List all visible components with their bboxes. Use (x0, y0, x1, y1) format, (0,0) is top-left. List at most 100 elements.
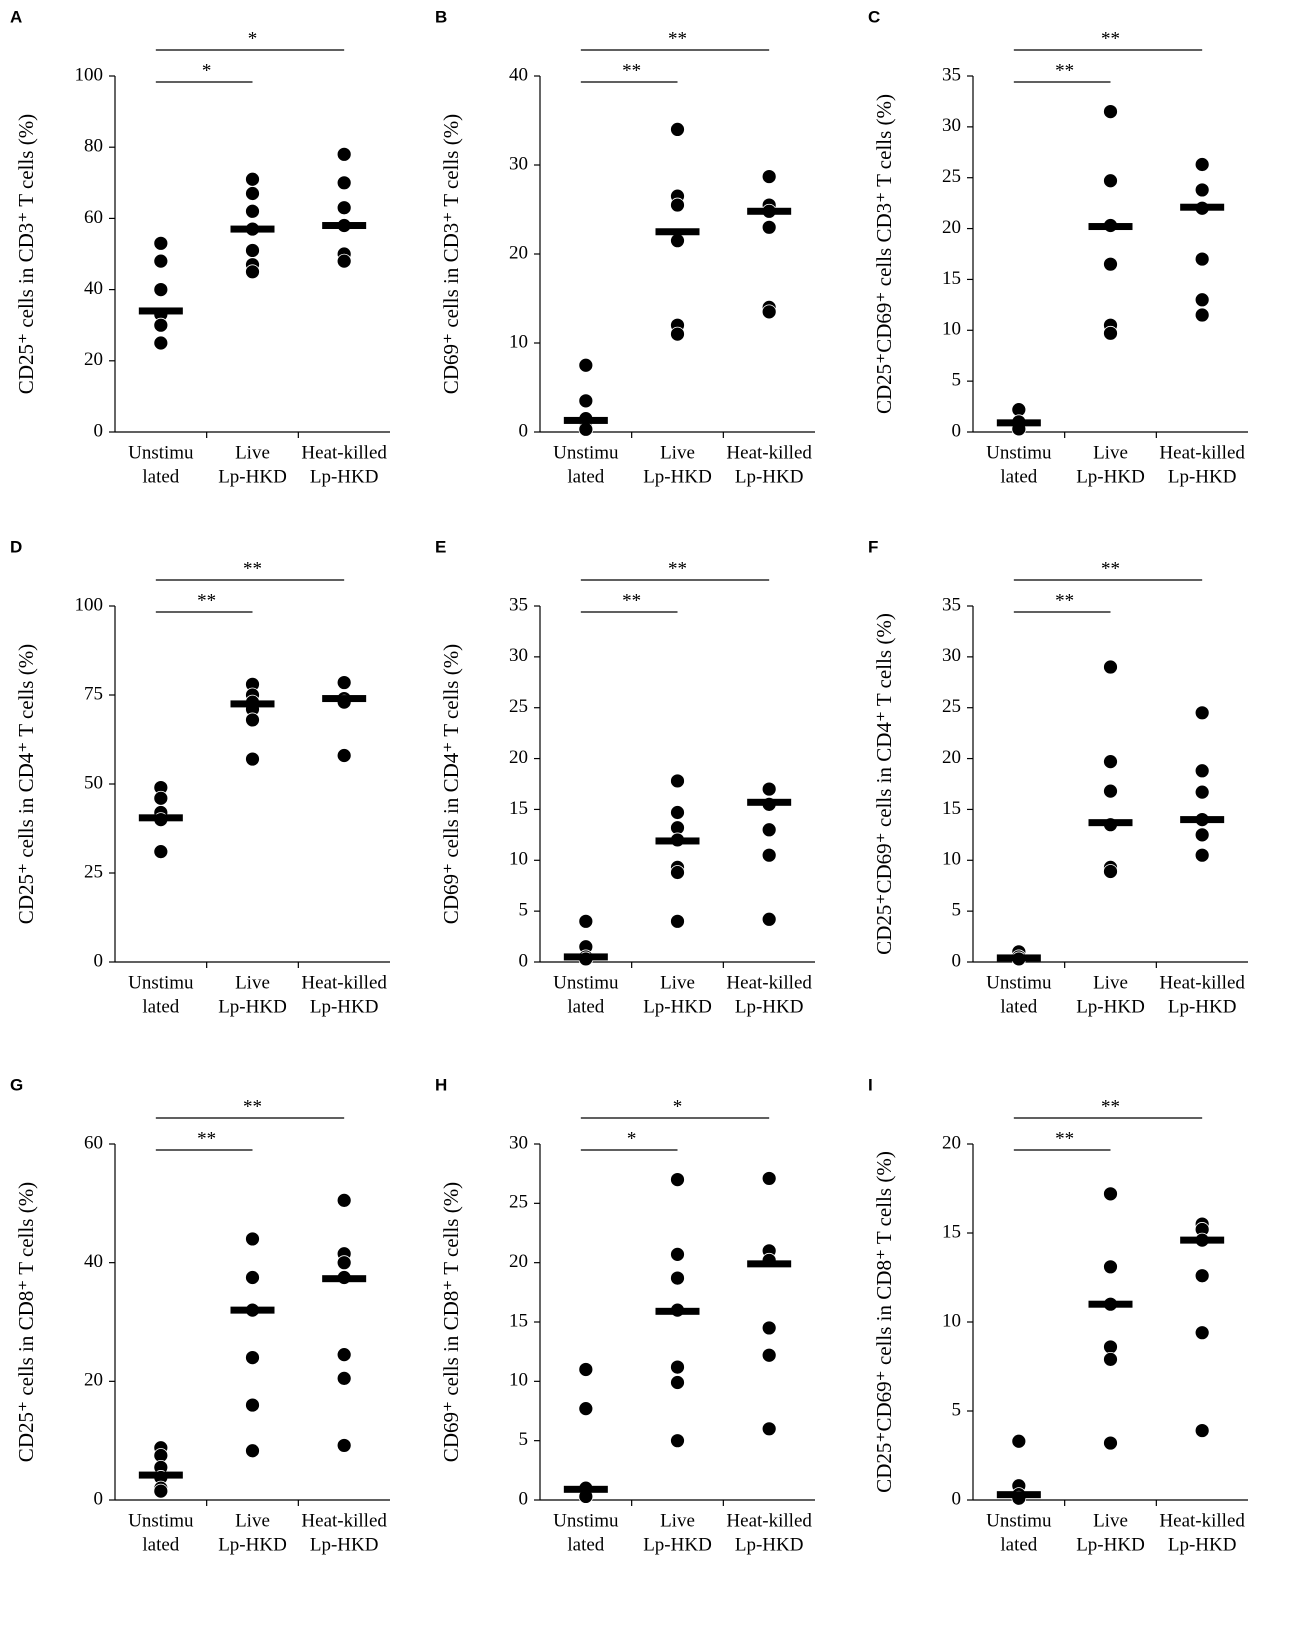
panel-label: D (10, 537, 22, 556)
data-point (761, 911, 777, 927)
significance-label: ** (197, 590, 216, 611)
data-point (336, 1255, 352, 1271)
y-tick-label: 20 (84, 349, 103, 370)
data-point (761, 304, 777, 320)
y-tick-label: 40 (84, 1251, 103, 1272)
y-tick-label: 20 (942, 747, 961, 768)
y-tick-label: 35 (942, 64, 961, 85)
data-point (761, 219, 777, 235)
y-axis-label: CD25⁺CD69⁺ cells CD3⁺ T cells (%) (872, 94, 896, 414)
y-tick-label: 20 (509, 747, 528, 768)
significance-label: ** (243, 1096, 262, 1117)
y-axis-label: CD69⁺ cells in CD8⁺ T cells (%) (439, 1182, 463, 1462)
data-point (670, 233, 685, 249)
y-tick-label: 15 (509, 1310, 528, 1331)
data-point (153, 253, 169, 269)
data-point (578, 421, 594, 437)
mean-bar (322, 695, 367, 703)
x-tick-label: lated (1000, 1534, 1037, 1555)
mean-bar (322, 222, 367, 230)
mean-bar (138, 814, 183, 822)
x-tick-label: Unstimu (986, 442, 1052, 463)
y-tick-label: 15 (942, 1221, 961, 1242)
significance-label: ** (243, 558, 262, 579)
y-tick-label: 100 (75, 594, 104, 615)
data-point (1103, 173, 1118, 189)
x-tick-label: Heat-killed (301, 442, 387, 463)
y-tick-label: 0 (952, 420, 962, 441)
significance-label: ** (668, 28, 687, 49)
data-point (1194, 827, 1210, 843)
significance-label: ** (622, 60, 641, 81)
data-point (245, 243, 260, 258)
data-point (761, 1171, 777, 1186)
y-tick-label: 75 (84, 683, 103, 704)
y-tick-label: 10 (942, 849, 961, 870)
y-tick-label: 35 (942, 594, 961, 615)
x-tick-label: Unstimu (553, 1510, 619, 1531)
y-tick-label: 15 (942, 798, 961, 819)
data-point (1194, 292, 1210, 308)
x-tick-label: Heat-killed (726, 972, 812, 993)
x-tick-label: Heat-killed (1159, 442, 1245, 463)
panel-label: I (868, 1075, 873, 1094)
data-point (761, 781, 777, 797)
mean-bar (996, 954, 1041, 962)
y-tick-label: 5 (519, 900, 529, 921)
y-tick-label: 5 (952, 900, 962, 921)
data-point (336, 1438, 352, 1453)
chart-panel: G CD25⁺ cells in CD8⁺ T cells (%) 0 20 40 60 U… (10, 1075, 390, 1555)
data-point (670, 1359, 685, 1375)
mean-bar (747, 1260, 792, 1268)
x-tick-label: lated (567, 466, 604, 487)
x-tick-label: Lp-HKD (218, 466, 287, 487)
panel-label: F (868, 537, 878, 556)
x-tick-label: Live (1093, 1510, 1128, 1531)
y-tick-label: 15 (942, 268, 961, 289)
mean-bar (230, 1306, 275, 1314)
x-tick-label: Lp-HKD (1168, 466, 1237, 487)
y-tick-label: 0 (94, 950, 104, 971)
y-axis-label: CD25⁺ cells in CD3⁺ T cells (%) (14, 114, 38, 394)
mean-bar (563, 953, 608, 961)
mean-bar (1180, 1236, 1225, 1244)
y-tick-label: 5 (952, 1399, 962, 1420)
significance-label: ** (1101, 28, 1120, 49)
x-tick-label: lated (142, 466, 179, 487)
data-point (153, 844, 169, 860)
y-tick-label: 35 (509, 594, 528, 615)
y-axis-label: CD69⁺ cells in CD3⁺ T cells (%) (439, 114, 463, 394)
data-point (670, 865, 685, 880)
x-tick-label: Heat-killed (1159, 1510, 1245, 1531)
y-tick-label: 0 (94, 1488, 104, 1509)
data-point (670, 773, 685, 789)
mean-bar (563, 1485, 608, 1493)
data-point (245, 171, 260, 187)
y-tick-label: 40 (84, 278, 103, 299)
data-point (153, 1483, 169, 1499)
data-point (1194, 763, 1210, 779)
data-point (1103, 864, 1118, 879)
y-tick-label: 0 (519, 950, 529, 971)
data-point (1103, 1259, 1118, 1275)
data-point (761, 1421, 777, 1437)
data-point (245, 751, 260, 767)
y-tick-label: 0 (952, 1488, 962, 1509)
data-point (1103, 325, 1118, 341)
panel-label: E (435, 537, 446, 556)
significance-label: ** (1101, 1096, 1120, 1117)
data-point (1194, 1423, 1210, 1438)
y-tick-label: 10 (942, 1310, 961, 1331)
data-point (761, 847, 777, 863)
mean-bar (230, 225, 275, 233)
data-point (670, 913, 685, 929)
data-point (578, 393, 594, 409)
x-tick-label: Lp-HKD (310, 996, 379, 1017)
x-tick-label: Unstimu (553, 442, 619, 463)
x-tick-label: Lp-HKD (735, 1534, 804, 1555)
y-tick-label: 25 (84, 861, 103, 882)
significance-label: ** (668, 558, 687, 579)
x-tick-label: Live (660, 1510, 695, 1531)
data-point (153, 317, 169, 333)
y-tick-label: 5 (952, 370, 962, 391)
